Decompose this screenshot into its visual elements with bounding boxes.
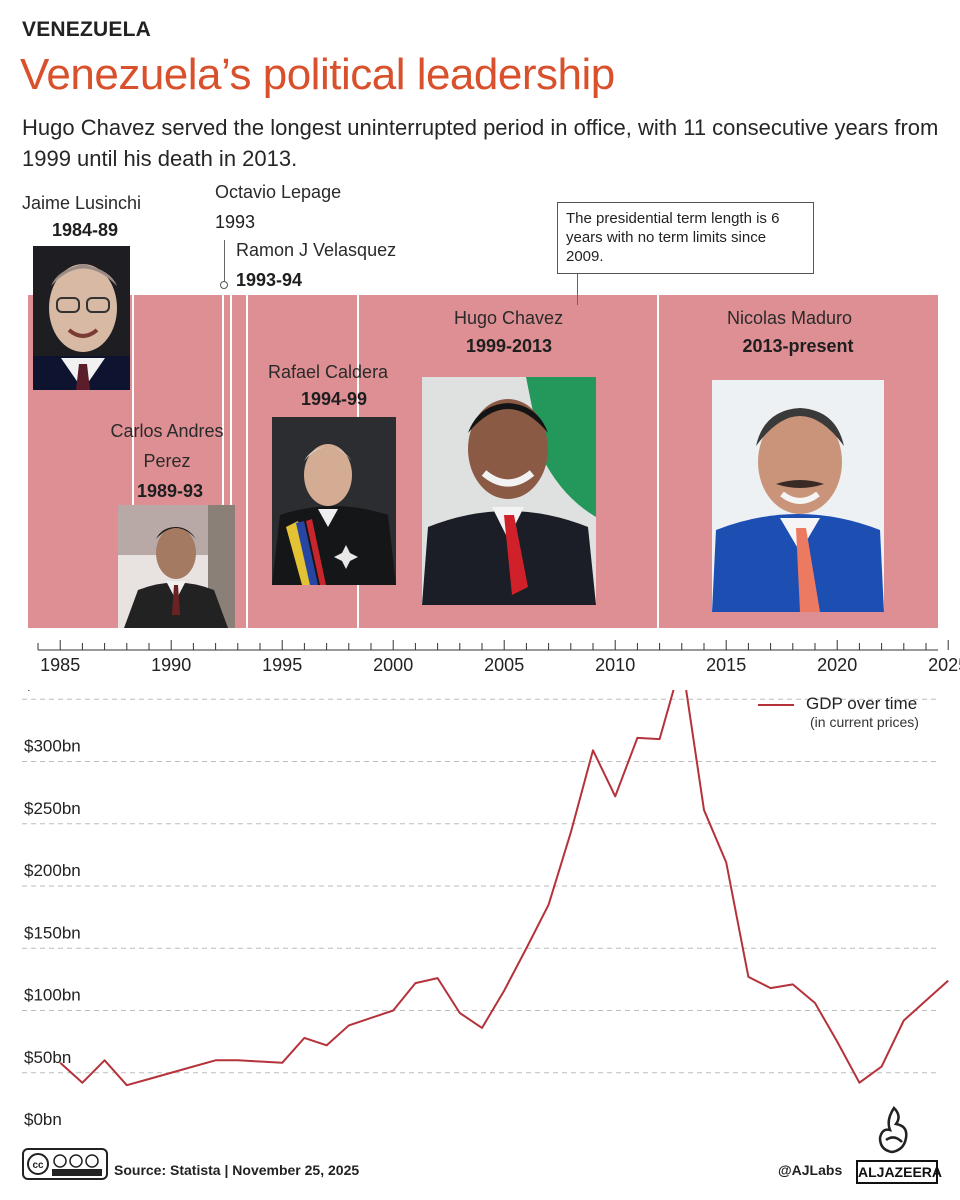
- president-name: Hugo Chavez: [454, 308, 564, 328]
- y-tick-label: $0bn: [24, 1110, 62, 1129]
- president-name: Rafael Caldera: [268, 362, 389, 382]
- term-divider: [657, 295, 659, 628]
- president-name: Nicolas Maduro: [727, 308, 853, 328]
- kicker: VENEZUELA: [22, 18, 151, 41]
- credit: @AJLabs: [778, 1162, 843, 1178]
- portrait-perez: [118, 505, 235, 628]
- president-name: Carlos Andres Perez: [110, 421, 224, 471]
- president-name: Jaime Lusinchi: [22, 193, 142, 213]
- timeline-axis: [37, 640, 949, 651]
- x-tick-label: 1995: [262, 655, 303, 675]
- svg-text:cc: cc: [32, 1160, 44, 1171]
- portrait-maduro: [712, 380, 884, 612]
- portrait-chavez: [422, 377, 596, 605]
- president-years: 1984-89: [52, 220, 119, 240]
- x-tick-label: 2025: [928, 655, 960, 675]
- aljazeera-brand: ALJAZEERA: [856, 1160, 942, 1184]
- x-tick-label: 1985: [40, 655, 81, 675]
- term-divider: [230, 295, 232, 628]
- president-years: 1994-99: [300, 389, 368, 409]
- legend-label: GDP over time: [806, 694, 918, 713]
- y-tick-label: $300bn: [24, 737, 81, 756]
- gdp-series-line: [59, 690, 949, 1087]
- x-tick-label: 2020: [817, 655, 858, 675]
- president-years: 2013-present: [742, 336, 854, 356]
- legend-swatch: [758, 704, 794, 706]
- y-tick-label: $350bn: [24, 690, 81, 693]
- term-divider: [132, 295, 134, 628]
- president-years: 1993: [215, 212, 256, 232]
- y-tick-label: $200bn: [24, 861, 81, 880]
- x-tick-label: 2000: [373, 655, 414, 675]
- president-years: 1993-94: [236, 270, 303, 290]
- president-name: Ramon J Velasquez: [236, 240, 397, 260]
- y-tick-label: $50bn: [24, 1048, 71, 1067]
- portrait-caldera: [272, 417, 396, 585]
- leader-dot: [220, 281, 228, 289]
- x-tick-label: 2005: [484, 655, 525, 675]
- gdp-chart: $0bn $50bn $100bn $150bn $200bn $250bn $300bn $…: [22, 690, 949, 1129]
- president-years: 1989-93: [136, 481, 204, 501]
- president-name: Octavio Lepage: [215, 182, 342, 202]
- x-tick-label: 1990: [151, 655, 192, 675]
- term-note: The presidential term length is 6 years …: [557, 202, 814, 274]
- y-tick-label: $250bn: [24, 799, 81, 818]
- note-leader-line: [577, 274, 578, 305]
- president-years: 1999-2013: [465, 336, 553, 356]
- x-tick-label: 2015: [706, 655, 747, 675]
- term-divider: [222, 295, 224, 628]
- cc-license-badge: cc: [22, 1148, 108, 1180]
- aljazeera-logo-icon: [872, 1106, 916, 1156]
- source-line: Source: Statista | November 25, 2025: [114, 1162, 360, 1178]
- subtitle: Hugo Chavez served the longest uninterru…: [22, 115, 939, 171]
- y-tick-label: $100bn: [24, 986, 81, 1005]
- term-divider: [246, 295, 248, 628]
- leader-line: [224, 240, 225, 284]
- x-tick-label: 2010: [595, 655, 636, 675]
- y-tick-label: $150bn: [24, 923, 81, 942]
- legend-sublabel: (in current prices): [810, 714, 919, 730]
- portrait-lusinchi: [33, 246, 130, 390]
- page-title: Venezuela’s political leadership: [20, 50, 615, 99]
